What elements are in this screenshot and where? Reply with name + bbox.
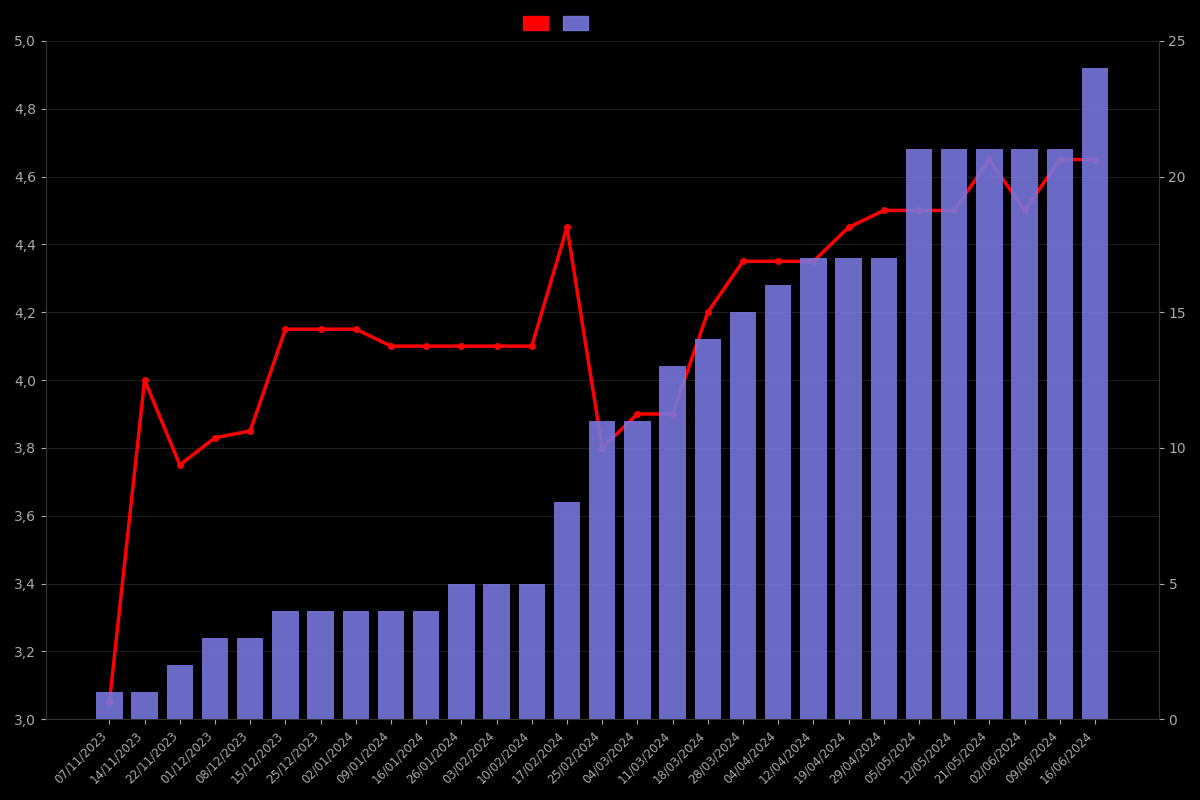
Legend: , : , — [517, 10, 598, 36]
Bar — [378, 610, 404, 719]
Bar — [695, 339, 721, 719]
Bar — [1081, 68, 1108, 719]
Bar — [835, 258, 862, 719]
Bar — [132, 692, 158, 719]
Bar — [307, 610, 334, 719]
Bar — [342, 610, 368, 719]
Bar — [624, 421, 650, 719]
Bar — [202, 638, 228, 719]
Bar — [589, 421, 616, 719]
Bar — [870, 258, 896, 719]
Bar — [167, 665, 193, 719]
Bar — [1012, 150, 1038, 719]
Bar — [96, 692, 122, 719]
Bar — [976, 150, 1002, 719]
Bar — [272, 610, 299, 719]
Bar — [413, 610, 439, 719]
Bar — [238, 638, 264, 719]
Bar — [730, 312, 756, 719]
Bar — [906, 150, 932, 719]
Bar — [659, 366, 685, 719]
Bar — [553, 502, 580, 719]
Bar — [518, 583, 545, 719]
Bar — [448, 583, 474, 719]
Bar — [764, 285, 791, 719]
Bar — [1046, 150, 1073, 719]
Bar — [941, 150, 967, 719]
Bar — [484, 583, 510, 719]
Bar — [800, 258, 827, 719]
